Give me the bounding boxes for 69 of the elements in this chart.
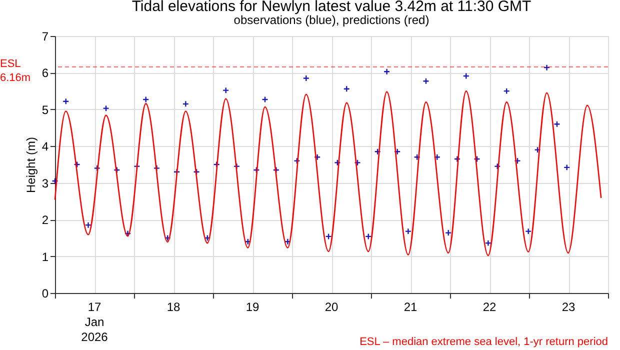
y-tick-label: 2 [42, 213, 49, 228]
point [314, 154, 321, 160]
point [394, 148, 401, 155]
point [213, 161, 220, 168]
x-tick-label: 17 Jan 2026 [81, 300, 108, 344]
point [325, 233, 332, 240]
point [525, 228, 532, 235]
chart-subtitle: observations (blue), predictions (red) [234, 13, 430, 27]
point [365, 233, 372, 240]
point [543, 64, 550, 71]
point [503, 88, 510, 94]
y-tick-label: 4 [42, 140, 49, 154]
y-tick-label: 7 [42, 30, 49, 44]
point [383, 68, 390, 75]
point [182, 100, 190, 108]
point [142, 96, 150, 103]
point [302, 74, 310, 82]
point [534, 146, 541, 154]
point [434, 154, 440, 160]
y-tick-label: 6 [42, 66, 49, 80]
point [334, 159, 341, 166]
x-tick-label: 19 [246, 300, 260, 314]
point [204, 234, 211, 242]
point [262, 96, 268, 103]
point [244, 238, 252, 245]
point [62, 98, 70, 105]
point [564, 164, 570, 171]
x-tick-label: 18 [166, 300, 180, 314]
point [153, 164, 160, 172]
text: ESL – median extreme sea level, 1-yr return period [360, 336, 608, 348]
point [554, 120, 560, 128]
point [74, 161, 80, 168]
point [514, 157, 521, 164]
point [462, 72, 470, 80]
point [164, 234, 171, 242]
y-tick-label: 5 [42, 102, 49, 117]
point [474, 156, 480, 162]
point [272, 166, 280, 174]
ref-line-label: ESL 6.16m [0, 58, 31, 84]
point [233, 162, 240, 170]
point [84, 222, 92, 228]
point [494, 162, 501, 170]
point [102, 104, 110, 112]
x-tick-label: 23 [562, 300, 576, 314]
x-tick-label: 21 [404, 300, 418, 314]
point [52, 178, 58, 184]
x-tick-label: 20 [324, 300, 338, 314]
y-tick-label: 3 [42, 176, 49, 190]
x-tick-label: 22 [482, 300, 496, 314]
point [294, 157, 300, 164]
y-tick-label: 1 [42, 250, 49, 264]
y-tick-label: 0 [42, 286, 49, 300]
point [114, 166, 120, 174]
point [445, 229, 452, 236]
point [354, 159, 361, 166]
chart-title: Tidal elevations for Newlyn latest value 3.42m at 11:30 GMT [132, 0, 532, 15]
point [484, 240, 492, 246]
point [284, 238, 292, 245]
line-series [54, 90, 602, 256]
point [343, 86, 350, 92]
point [374, 148, 381, 155]
y-axis-title: Height (m) [24, 136, 38, 194]
point [253, 166, 260, 174]
point [454, 156, 461, 162]
point [422, 78, 430, 84]
point [404, 228, 412, 235]
point [222, 87, 230, 94]
point [414, 154, 420, 160]
point [94, 164, 100, 172]
